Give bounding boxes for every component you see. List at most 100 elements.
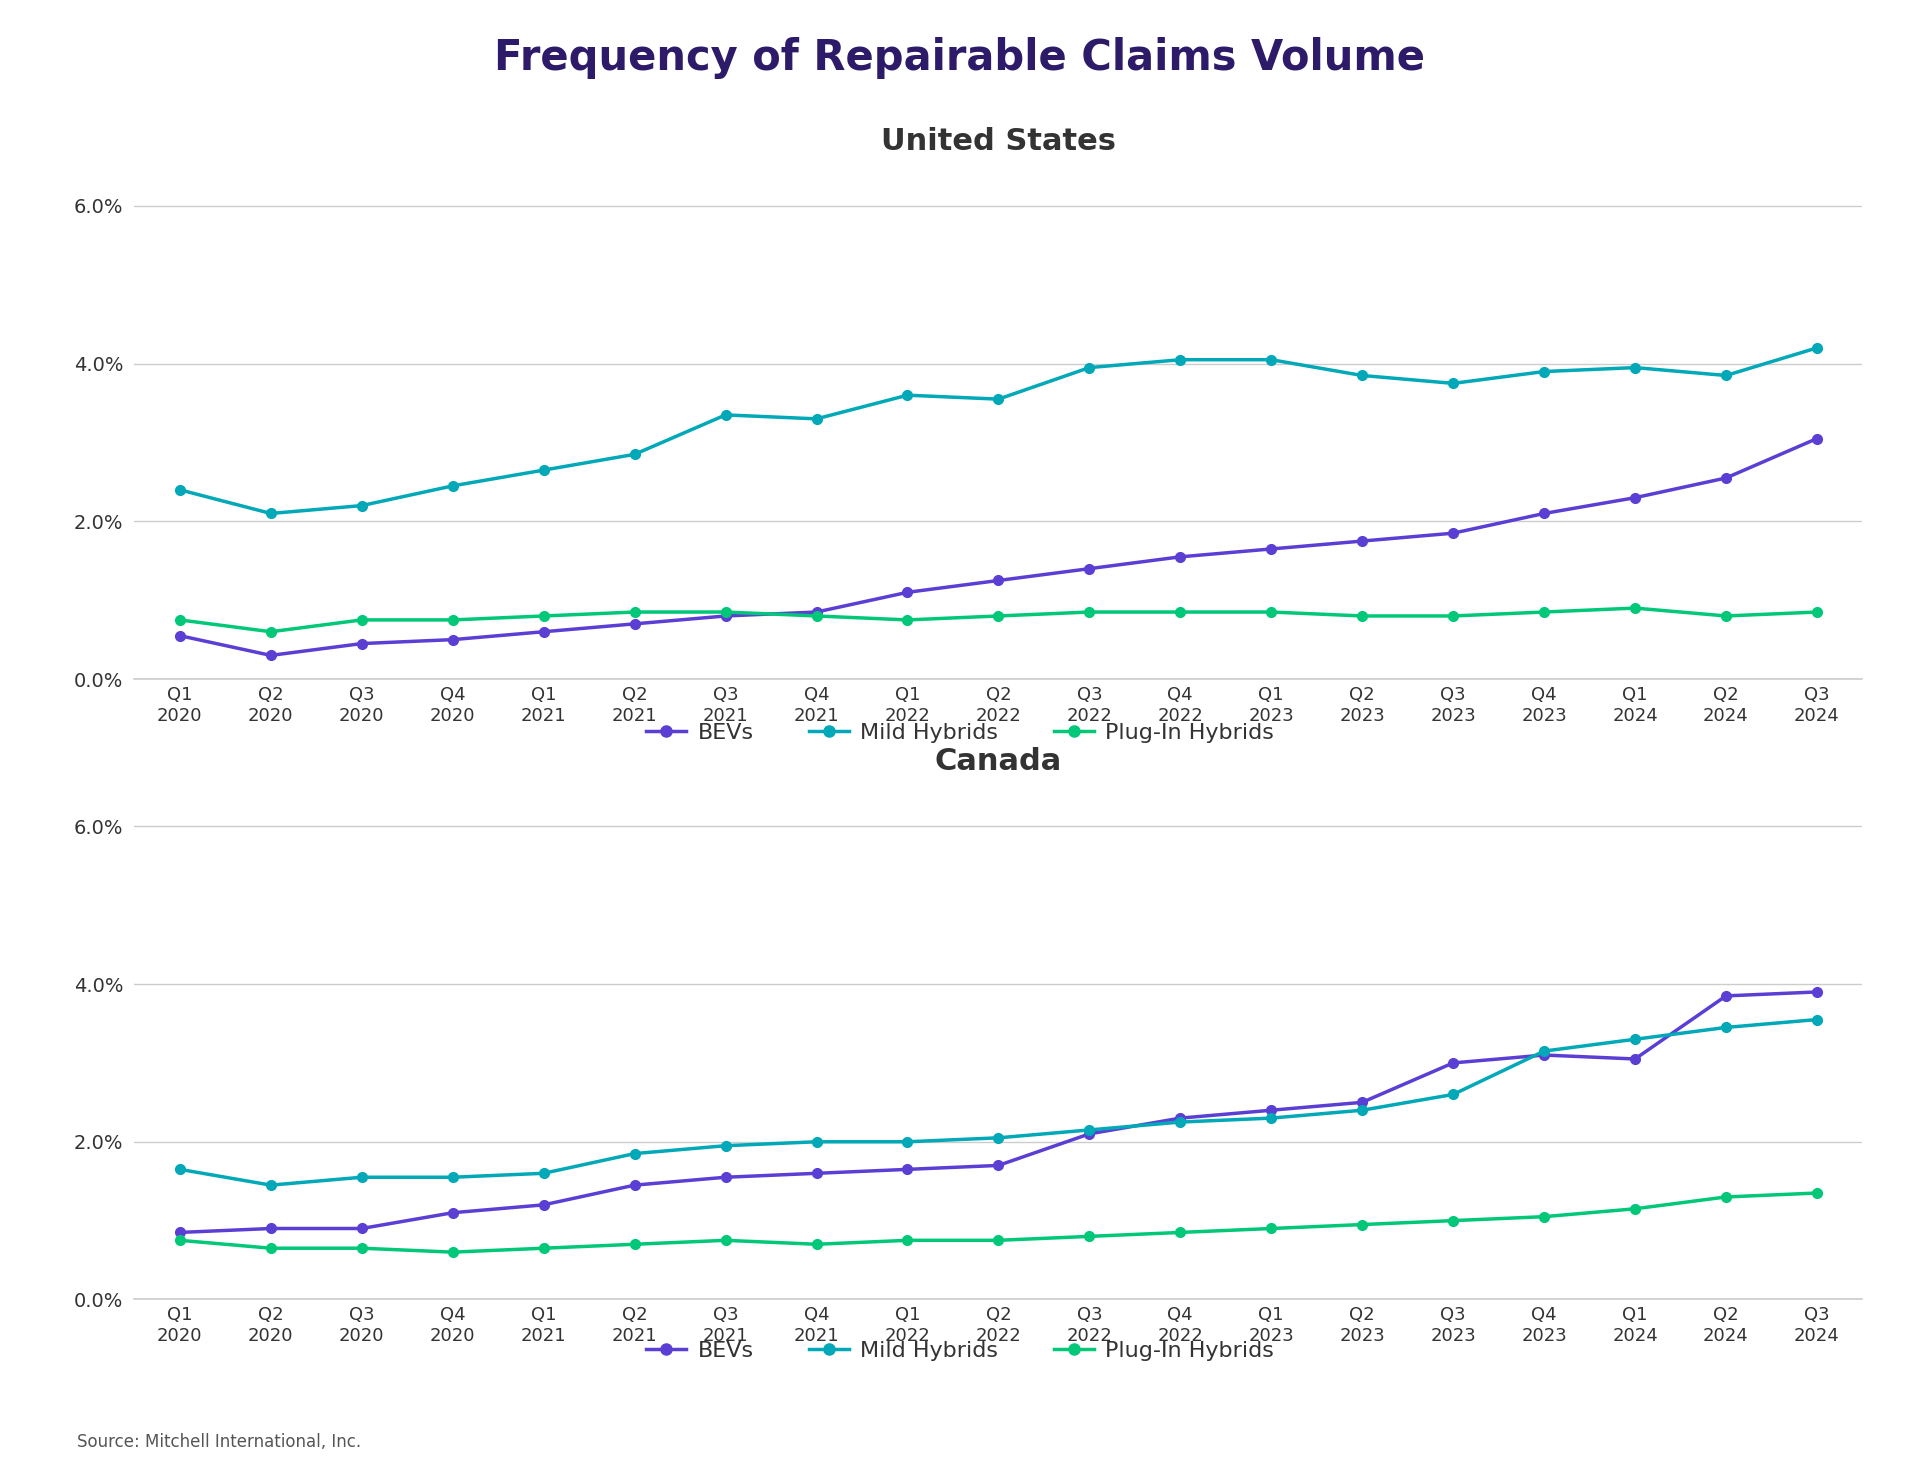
Plug-In Hybrids — [259, 623, 282, 641]
BEVs — [897, 583, 920, 601]
Mild Hybrids — [532, 462, 555, 479]
BEVs — [349, 1220, 372, 1237]
BEVs — [1260, 539, 1283, 557]
Plug-In Hybrids — [1350, 1215, 1373, 1233]
BEVs — [714, 607, 737, 625]
BEVs — [987, 1157, 1010, 1174]
BEVs — [804, 1164, 828, 1182]
Plug-In Hybrids — [1169, 1224, 1192, 1242]
Line: Plug-In Hybrids: Plug-In Hybrids — [175, 603, 1822, 636]
BEVs — [1532, 504, 1555, 522]
Mild Hybrids — [1624, 1031, 1647, 1048]
Mild Hybrids — [532, 1164, 555, 1182]
Plug-In Hybrids — [532, 1239, 555, 1256]
BEVs — [1350, 532, 1373, 550]
Mild Hybrids — [624, 446, 647, 463]
Mild Hybrids — [169, 1161, 192, 1179]
Plug-In Hybrids — [987, 1231, 1010, 1249]
BEVs — [804, 603, 828, 620]
BEVs — [259, 647, 282, 664]
Plug-In Hybrids — [1532, 603, 1555, 620]
Mild Hybrids — [169, 481, 192, 498]
Plug-In Hybrids — [442, 611, 465, 629]
Plug-In Hybrids — [1532, 1208, 1555, 1226]
Mild Hybrids — [1805, 1010, 1828, 1028]
BEVs — [1715, 987, 1738, 1004]
Mild Hybrids — [897, 1133, 920, 1151]
Mild Hybrids — [349, 497, 372, 515]
Mild Hybrids — [1442, 375, 1465, 393]
Plug-In Hybrids — [532, 607, 555, 625]
Plug-In Hybrids — [1624, 600, 1647, 617]
Plug-In Hybrids — [1442, 1212, 1465, 1230]
Plug-In Hybrids — [714, 1231, 737, 1249]
BEVs — [532, 623, 555, 641]
Mild Hybrids — [349, 1168, 372, 1186]
Plug-In Hybrids — [1805, 603, 1828, 620]
Text: Frequency of Repairable Claims Volume: Frequency of Repairable Claims Volume — [495, 37, 1425, 79]
BEVs — [1715, 469, 1738, 487]
Plug-In Hybrids — [1442, 607, 1465, 625]
Mild Hybrids — [259, 504, 282, 522]
Plug-In Hybrids — [169, 611, 192, 629]
BEVs — [1350, 1094, 1373, 1111]
Mild Hybrids — [1532, 1042, 1555, 1060]
Line: Mild Hybrids: Mild Hybrids — [175, 343, 1822, 519]
Plug-In Hybrids — [1624, 1201, 1647, 1218]
Plug-In Hybrids — [624, 603, 647, 620]
Plug-In Hybrids — [1077, 603, 1100, 620]
Mild Hybrids — [259, 1176, 282, 1193]
Mild Hybrids — [1442, 1086, 1465, 1104]
Line: BEVs: BEVs — [175, 434, 1822, 660]
BEVs — [987, 572, 1010, 589]
BEVs — [624, 616, 647, 633]
Plug-In Hybrids — [169, 1231, 192, 1249]
BEVs — [1169, 548, 1192, 566]
Mild Hybrids — [987, 390, 1010, 408]
BEVs — [1624, 488, 1647, 506]
BEVs — [1169, 1110, 1192, 1127]
Mild Hybrids — [804, 1133, 828, 1151]
Mild Hybrids — [1169, 1113, 1192, 1130]
Mild Hybrids — [624, 1145, 647, 1163]
Mild Hybrids — [1350, 366, 1373, 384]
Mild Hybrids — [1350, 1101, 1373, 1119]
Mild Hybrids — [1260, 350, 1283, 368]
BEVs — [714, 1168, 737, 1186]
Plug-In Hybrids — [987, 607, 1010, 625]
Plug-In Hybrids — [349, 1239, 372, 1256]
BEVs — [1442, 1054, 1465, 1072]
Plug-In Hybrids — [804, 1236, 828, 1253]
Legend: BEVs, Mild Hybrids, Plug-In Hybrids: BEVs, Mild Hybrids, Plug-In Hybrids — [647, 723, 1273, 743]
Plug-In Hybrids — [1169, 603, 1192, 620]
Plug-In Hybrids — [897, 611, 920, 629]
BEVs — [1077, 1124, 1100, 1142]
Mild Hybrids — [1624, 359, 1647, 377]
Text: Source: Mitchell International, Inc.: Source: Mitchell International, Inc. — [77, 1434, 361, 1451]
Plug-In Hybrids — [442, 1243, 465, 1261]
Legend: BEVs, Mild Hybrids, Plug-In Hybrids: BEVs, Mild Hybrids, Plug-In Hybrids — [647, 1341, 1273, 1360]
Line: Mild Hybrids: Mild Hybrids — [175, 1014, 1822, 1190]
Plug-In Hybrids — [1715, 1187, 1738, 1205]
Line: Plug-In Hybrids: Plug-In Hybrids — [175, 1187, 1822, 1256]
Plug-In Hybrids — [624, 1236, 647, 1253]
Plug-In Hybrids — [349, 611, 372, 629]
Plug-In Hybrids — [1715, 607, 1738, 625]
Mild Hybrids — [714, 1138, 737, 1155]
Plug-In Hybrids — [1260, 1220, 1283, 1237]
Mild Hybrids — [1077, 359, 1100, 377]
Plug-In Hybrids — [1805, 1185, 1828, 1202]
BEVs — [169, 627, 192, 645]
Mild Hybrids — [442, 476, 465, 494]
Plug-In Hybrids — [259, 1239, 282, 1256]
BEVs — [1442, 525, 1465, 542]
BEVs — [1260, 1101, 1283, 1119]
Plug-In Hybrids — [1350, 607, 1373, 625]
Plug-In Hybrids — [897, 1231, 920, 1249]
BEVs — [1624, 1050, 1647, 1067]
Mild Hybrids — [1532, 362, 1555, 380]
BEVs — [1077, 560, 1100, 578]
BEVs — [1532, 1047, 1555, 1064]
Plug-In Hybrids — [1077, 1227, 1100, 1245]
Mild Hybrids — [804, 410, 828, 428]
